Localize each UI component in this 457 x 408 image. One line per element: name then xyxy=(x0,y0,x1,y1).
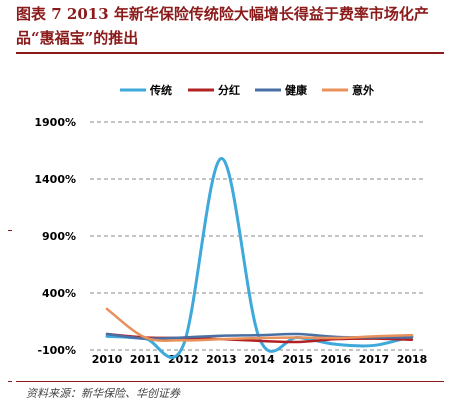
x-tick-label: 2014 xyxy=(244,353,275,366)
legend-label-4: 意外 xyxy=(352,83,374,97)
source-note: 资料来源：新华保险、华创证券 xyxy=(26,387,180,400)
title-divider xyxy=(16,52,444,54)
y-tick-label: 1400% xyxy=(34,173,76,186)
margin-tick xyxy=(8,381,12,382)
x-axis-ticks: 2010 2011 2012 2013 2014 2015 2016 2017 2018 xyxy=(92,353,428,366)
x-tick-label: 2015 xyxy=(282,353,313,366)
series-line-1 xyxy=(105,156,414,359)
figure-title: 图表 7 2013 年新华保险传统险大幅增长得益于费率市场化产品“惠福宝”的推出 xyxy=(16,5,429,47)
x-tick-label: 2013 xyxy=(206,353,237,366)
legend-label-2: 分红 xyxy=(218,83,240,97)
y-tick-label: 900% xyxy=(42,230,76,243)
x-tick-label: 2012 xyxy=(168,353,199,366)
series-line-4 xyxy=(105,307,414,342)
x-tick-label: 2016 xyxy=(320,353,351,366)
chart-legend: 传统 分红 健康 意外 xyxy=(120,83,374,97)
y-axis-ticks: -100% 400% 900% 1400% 1900% xyxy=(34,116,76,357)
line-chart: 传统 分红 健康 意外 -100%400%900%1400%1900% 2010 201… xyxy=(34,83,428,366)
chart-gridlines xyxy=(90,121,425,351)
source-divider xyxy=(16,381,444,382)
margin-tick xyxy=(8,230,12,231)
y-tick-label: 1900% xyxy=(34,116,76,129)
y-tick-label: 400% xyxy=(42,287,76,300)
x-tick-label: 2010 xyxy=(92,353,123,366)
chart-series xyxy=(105,156,414,359)
x-tick-label: 2018 xyxy=(397,353,428,366)
legend-label-3: 健康 xyxy=(285,83,308,97)
y-tick-label: -100% xyxy=(37,344,76,357)
x-tick-label: 2017 xyxy=(359,353,390,366)
legend-label-1: 传统 xyxy=(149,83,172,97)
x-tick-label: 2011 xyxy=(130,353,161,366)
